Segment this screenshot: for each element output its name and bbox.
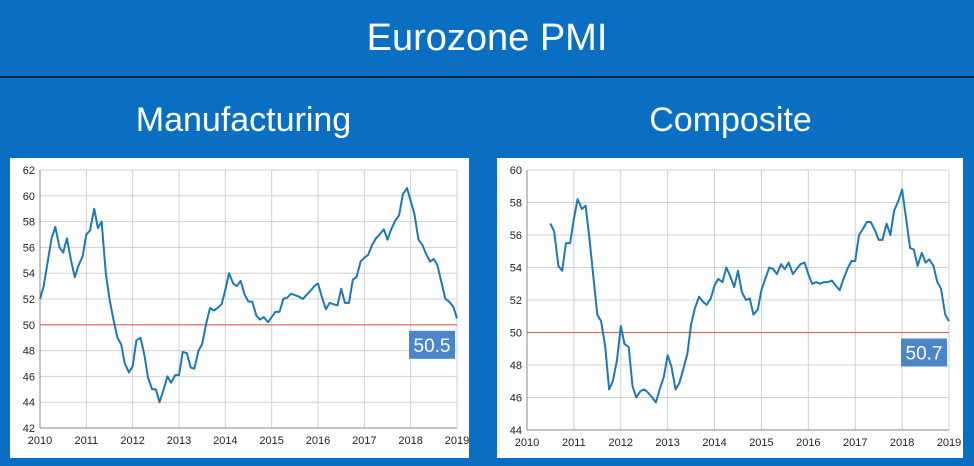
manufacturing-y-tick-label: 52 [23, 294, 35, 306]
manufacturing-y-tick-label: 60 [23, 191, 35, 203]
manufacturing-y-tick-label: 50 [23, 320, 35, 332]
composite-badge-value: 50.7 [906, 344, 943, 365]
manufacturing-latest-value-badge: 50.5 [409, 330, 455, 359]
manufacturing-x-tick-label: 2016 [306, 435, 330, 447]
page-title: Eurozone PMI [366, 16, 608, 59]
composite-x-tick-label: 2019 [937, 437, 961, 449]
composite-y-tick-label: 52 [510, 295, 522, 307]
composite-latest-value-badge: 50.7 [901, 338, 947, 367]
composite-y-tick-label: 60 [510, 165, 522, 177]
composite-y-tick-label: 48 [510, 360, 522, 372]
manufacturing-x-tick-label: 2017 [352, 435, 376, 447]
manufacturing-x-tick-label: 2015 [259, 435, 283, 447]
manufacturing-chart-panel: 42 44 46 48 50 52 54 56 58 60 62 2010 2011 2012 2013 20… [10, 158, 469, 458]
manufacturing-y-tick-label: 46 [23, 371, 35, 383]
composite-series-line [549, 188, 950, 404]
manufacturing-y-tick-label: 62 [23, 165, 35, 177]
manufacturing-x-tick-label: 2013 [167, 435, 191, 447]
composite-x-tick-label: 2014 [702, 437, 726, 449]
manufacturing-y-tick-label: 42 [23, 423, 35, 435]
manufacturing-y-tick-label: 56 [23, 242, 35, 254]
title-divider [0, 76, 974, 78]
composite-x-tick-label: 2015 [749, 437, 773, 449]
manufacturing-x-tick-label: 2012 [120, 435, 144, 447]
manufacturing-y-tick-label: 58 [23, 217, 35, 229]
composite-chart-title: Composite [649, 100, 812, 139]
manufacturing-x-tick-label: 2014 [213, 435, 237, 447]
composite-y-tick-label: 46 [510, 393, 522, 405]
composite-x-tick-label: 2010 [515, 437, 539, 449]
composite-x-tick-label: 2011 [562, 437, 586, 449]
composite-chart: 44 46 48 50 52 54 56 58 60 2010 2011 2012 2013 2014 20… [510, 165, 961, 449]
composite-y-tick-label: 58 [510, 198, 522, 210]
composite-badge-background [901, 338, 947, 367]
manufacturing-y-tick-label: 48 [23, 346, 35, 358]
composite-x-tick-label: 2013 [655, 437, 679, 449]
composite-x-tick-label: 2012 [609, 437, 633, 449]
manufacturing-x-tick-label: 2019 [445, 435, 469, 447]
composite-x-tick-label: 2016 [796, 437, 820, 449]
composite-y-tick-label: 50 [510, 328, 522, 340]
manufacturing-x-tick-label: 2010 [28, 435, 52, 447]
manufacturing-chart: 42 44 46 48 50 52 54 56 58 60 62 2010 2011 2012 2013 20… [23, 165, 469, 447]
composite-y-tick-label: 44 [510, 425, 522, 437]
composite-x-tick-label: 2017 [843, 437, 867, 449]
manufacturing-x-tick-label: 2018 [398, 435, 422, 447]
manufacturing-y-tick-label: 54 [23, 268, 35, 280]
composite-y-tick-label: 54 [510, 263, 522, 275]
manufacturing-x-tick-label: 2011 [75, 435, 99, 447]
manufacturing-y-tick-label: 44 [23, 397, 35, 409]
composite-y-tick-label: 56 [510, 230, 522, 242]
manufacturing-chart-title: Manufacturing [135, 100, 352, 139]
composite-x-tick-label: 2018 [890, 437, 914, 449]
composite-chart-panel: 44 46 48 50 52 54 56 58 60 2010 2011 2012 2013 2014 20… [497, 158, 963, 458]
manufacturing-series-line [39, 187, 458, 404]
manufacturing-badge-value: 50.5 [414, 336, 451, 357]
manufacturing-badge-background [409, 330, 455, 359]
